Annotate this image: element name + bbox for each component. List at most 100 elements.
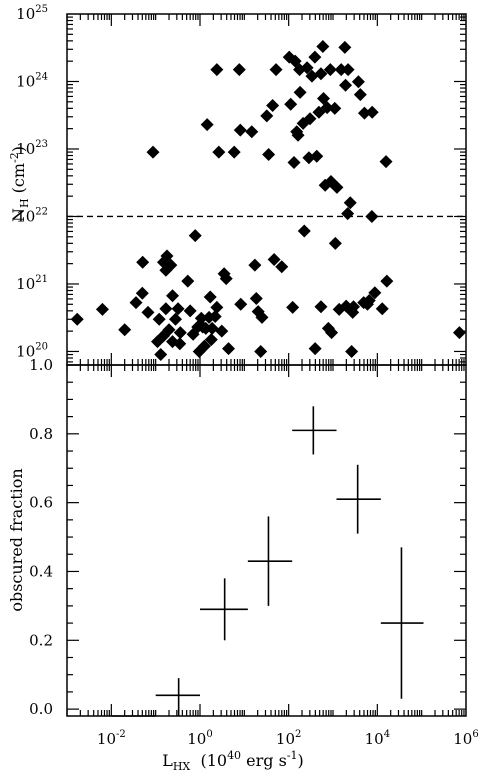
ytick-label: 0.6 — [29, 494, 53, 512]
scatter-point — [233, 123, 247, 137]
scatter-point — [164, 258, 178, 272]
scatter-point — [129, 296, 143, 310]
scatter-point — [162, 323, 176, 337]
scatter-point — [159, 302, 173, 316]
scatter-point — [375, 302, 389, 316]
scatter-point — [154, 348, 168, 362]
errorbar-point — [292, 406, 337, 455]
scatter-point — [266, 99, 280, 113]
scatter-point — [269, 63, 283, 77]
bottom-panel-frame — [66, 364, 467, 717]
errorbar-points — [111, 406, 424, 717]
xlabel-rest: erg s — [241, 751, 287, 770]
scatter-points — [70, 39, 466, 362]
xtick-label-6: 106 — [453, 729, 478, 748]
xlabel-sup2: -1 — [287, 749, 298, 762]
scatter-point — [168, 312, 182, 326]
top-panel: 1020 1021 1022 1023 1024 1025 — [16, 4, 467, 366]
scatter-point — [210, 63, 224, 77]
scatter-point — [208, 309, 222, 323]
scatter-point — [262, 147, 276, 161]
scatter-point — [200, 118, 214, 132]
scatter-point — [314, 300, 328, 314]
scatter-point — [267, 253, 281, 267]
scatter-point — [249, 291, 263, 305]
scatter-point — [308, 50, 322, 64]
scatter-point — [204, 333, 218, 347]
scatter-point — [328, 236, 342, 250]
scatter-point — [197, 339, 211, 353]
svg-text:LHX (1040 erg s-1): LHX (1040 erg s-1) — [162, 749, 304, 773]
scatter-point — [368, 286, 382, 300]
xlabel-pre: (10 — [190, 751, 227, 770]
xtick-label-0: 100 — [187, 729, 212, 748]
scatter-point — [248, 258, 262, 272]
svg-text:NH (cm-2): NH (cm-2) — [8, 146, 31, 222]
scatter-point — [118, 323, 132, 337]
top-panel-ytick-labels: 1020 1021 1022 1023 1024 1025 — [16, 4, 48, 360]
scatter-point — [234, 297, 248, 311]
scatter-point — [146, 145, 160, 159]
scatter-point — [365, 209, 379, 223]
scatter-point — [212, 145, 226, 159]
ytick-label: 0.4 — [29, 562, 53, 580]
ytick-label-22: 1022 — [16, 206, 48, 225]
scatter-point — [310, 149, 324, 163]
scatter-point — [173, 337, 187, 351]
scatter-point — [303, 112, 317, 126]
xlabel-sup: 40 — [227, 749, 241, 762]
scatter-point — [320, 101, 334, 115]
top-panel-frame — [66, 13, 467, 366]
top-panel-ylabel: NH (cm-2) — [8, 146, 31, 222]
scatter-point — [95, 302, 109, 316]
scatter-point — [291, 128, 305, 142]
scatter-point — [275, 260, 289, 274]
scatter-point — [357, 106, 371, 120]
scatter-point — [316, 39, 330, 53]
scatter-point — [365, 105, 379, 119]
xtick-label--2: 10-2 — [97, 729, 126, 748]
scatter-point — [341, 63, 355, 77]
xlabel-sub: HX — [173, 760, 191, 773]
xlabel-main: L — [162, 751, 173, 770]
ytick-label-20: 1020 — [16, 341, 48, 360]
scatter-point — [194, 311, 208, 325]
scatter-point — [70, 312, 84, 326]
scatter-point — [166, 289, 180, 303]
scatter-point — [173, 326, 187, 340]
scatter-point — [219, 272, 233, 286]
errorbar-point — [155, 678, 200, 716]
ytick-label-25: 1025 — [16, 4, 48, 23]
ytick-label: 0.2 — [29, 631, 53, 649]
ytick-label: 0.8 — [29, 425, 53, 443]
scatter-point — [171, 302, 185, 316]
scatter-point — [284, 97, 298, 111]
xlabel-close: ) — [298, 751, 304, 770]
scatter-point — [308, 342, 322, 356]
scatter-point — [141, 305, 155, 319]
errorbar-point — [247, 516, 293, 606]
scatter-point — [188, 229, 202, 243]
scatter-point — [338, 40, 352, 54]
scatter-point — [379, 155, 393, 169]
scatter-point — [305, 69, 319, 83]
ylabel-sup: -2 — [8, 152, 21, 163]
ytick-label-24: 1024 — [16, 71, 48, 90]
ytick-label: 0.0 — [29, 700, 53, 718]
scatter-point — [260, 109, 274, 123]
scatter-point — [215, 324, 229, 338]
scatter-point — [362, 293, 376, 307]
scatter-point — [297, 224, 311, 238]
scatter-point — [334, 63, 348, 77]
scatter-point — [205, 321, 219, 335]
errorbar-point — [200, 578, 248, 641]
scatter-point — [232, 63, 246, 77]
bottom-panel-xtick-labels: 10-2 100 102 104 106 — [97, 729, 479, 748]
scatter-point — [346, 300, 360, 314]
bottom-panel-xlabel: LHX (1040 erg s-1) — [162, 749, 304, 773]
errorbar-point — [336, 464, 381, 534]
scatter-point — [330, 180, 344, 194]
scatter-point — [227, 145, 241, 159]
ylabel-rest: (cm — [9, 163, 28, 198]
scatter-point — [300, 61, 314, 75]
